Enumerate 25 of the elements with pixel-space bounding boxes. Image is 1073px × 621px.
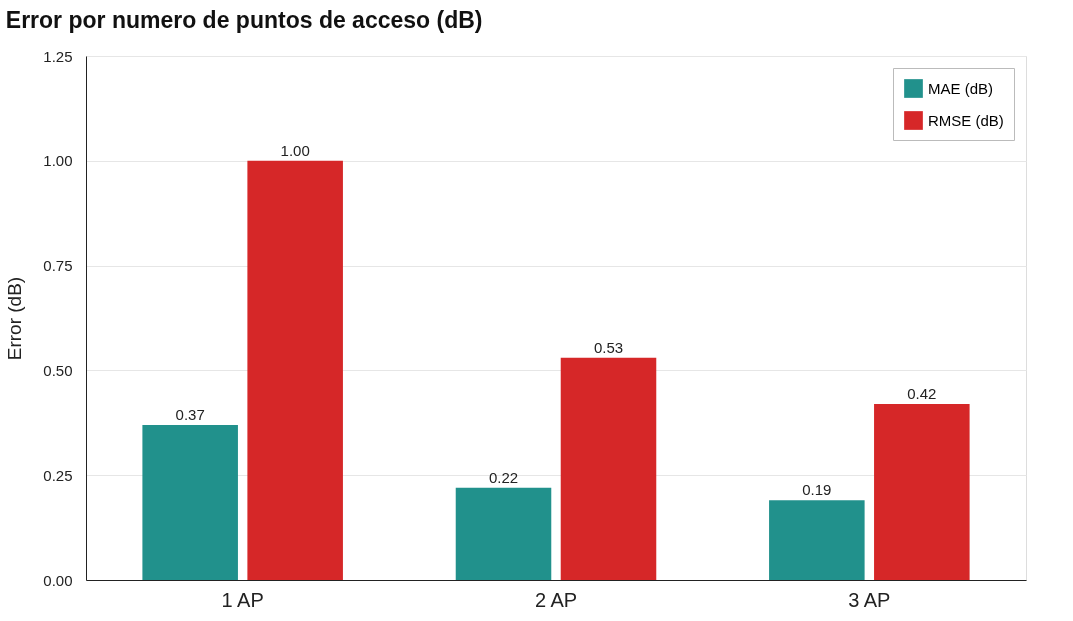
y-tick-label: 0.75 [43,257,73,275]
x-tick-label: 2 AP [534,588,578,611]
y-tick-label: 0.25 [43,466,73,484]
bar [874,403,970,580]
data-label: 0.22 [488,468,519,486]
y-tick-label: 0.50 [43,361,73,379]
data-label: 0.19 [802,481,832,499]
y-tick-label: 0.00 [43,571,73,589]
legend-label: MAE (dB) [928,79,994,97]
legend-label: RMSE (dB) [928,111,1004,129]
data-label: 1.00 [280,141,310,159]
bar [560,357,657,580]
x-tick-label: 3 AP [848,588,891,611]
data-label: 0.53 [593,338,624,356]
chart-title: Error por numero de puntos de acceso (dB) [5,7,483,33]
y-tick-label: 1.25 [43,47,73,65]
bar [769,500,865,580]
bar [455,487,552,580]
data-label: 0.42 [907,384,937,402]
y-axis-title: Error (dB) [4,276,26,361]
x-tick-label: 1 AP [221,588,264,611]
y-tick-label: 1.00 [43,152,73,170]
data-label: 0.37 [175,405,205,423]
bar [247,160,343,580]
bar [142,424,238,580]
